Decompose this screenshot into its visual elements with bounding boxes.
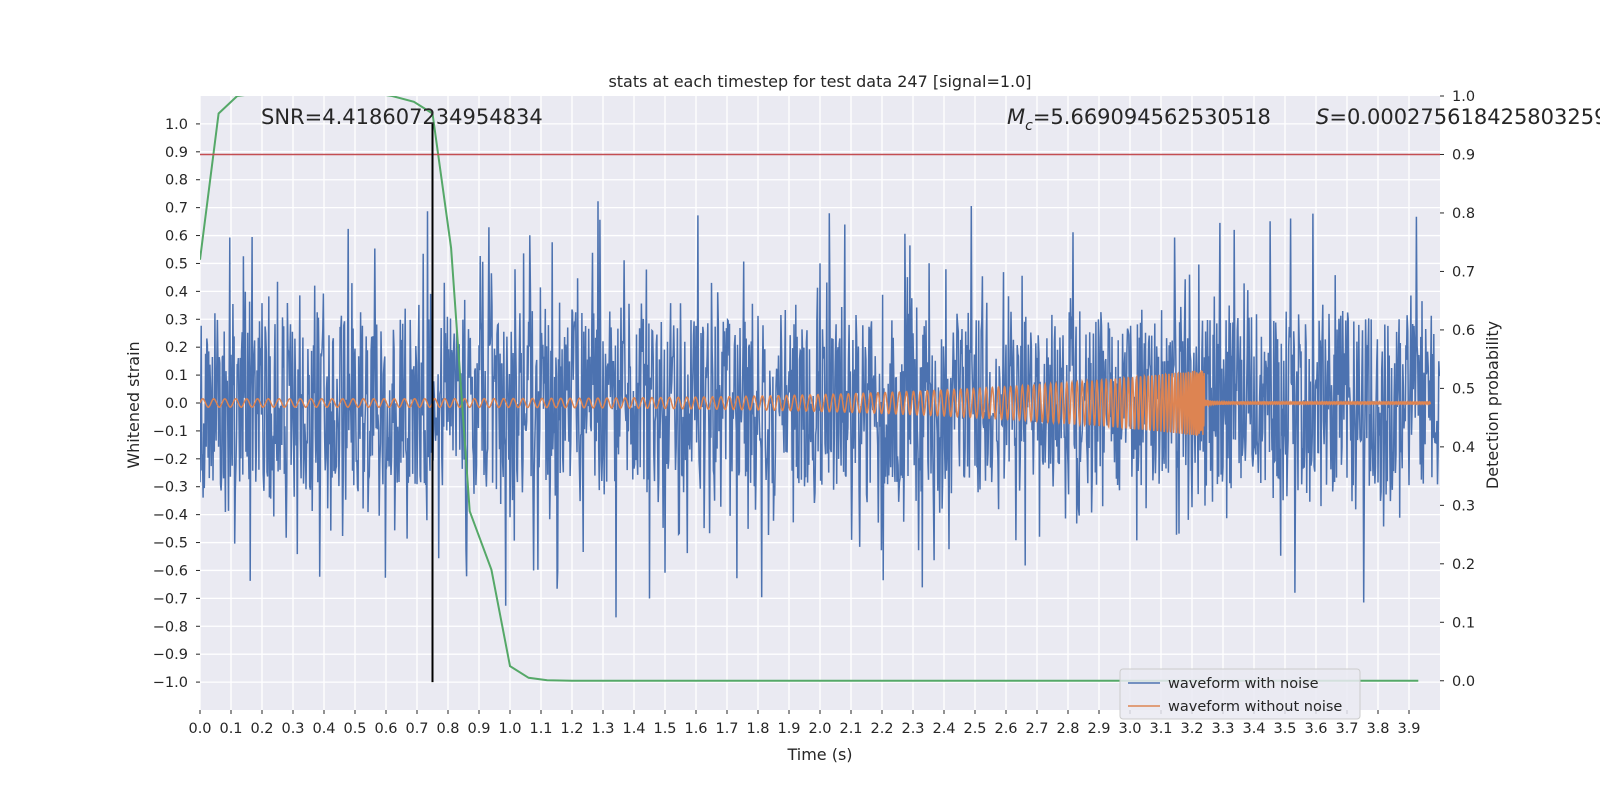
x-tick-label: 0.6: [374, 721, 397, 737]
snr-annotation: SNR=4.418607234954834: [261, 105, 543, 129]
x-tick-label: 2.6: [994, 721, 1017, 737]
legend-box: [1119, 668, 1361, 720]
x-tick-label: 0.8: [436, 721, 459, 737]
y-tick-label: −1.0: [153, 675, 188, 691]
y-tick-label: 0.4: [165, 284, 188, 300]
x-tick-label: 2.5: [963, 721, 986, 737]
x-tick-label: 1.4: [622, 721, 645, 737]
series-line-waveform-with-noise: [200, 201, 1440, 618]
y-tick-label: −0.7: [153, 591, 188, 607]
y-tick-label: −0.1: [153, 424, 188, 440]
y-axis-ticks: 1.0 0.9 0.8 0.7 0.6 0.5 0.4 0.3 0.2 0.1 0.0 −0.1 −0.…: [153, 117, 200, 691]
series-line-detection-probability: [200, 96, 1419, 682]
y-tick-label: 0.8: [165, 173, 188, 189]
y-tick-label: 0.7: [165, 201, 188, 217]
y-tick-label: −0.5: [153, 536, 188, 552]
y-tick-label: −0.8: [153, 619, 188, 635]
s-symbol: S: [1316, 105, 1329, 129]
x-tick-label: 1.3: [591, 721, 614, 737]
chirp-mass-symbol: M: [1007, 105, 1025, 129]
x-tick-label: 1.9: [777, 721, 800, 737]
x-tick-label: 3.9: [1397, 721, 1420, 737]
y2-axis-label: Detection probability: [1483, 321, 1502, 489]
chirp-mass-annotation: Mc=5.669094562530518: [1007, 105, 1271, 134]
x-tick-label: 3.7: [1335, 721, 1358, 737]
x-tick-label: 0.9: [467, 721, 490, 737]
y2-tick-label: 0.1: [1452, 615, 1475, 631]
x-tick-label: 0.2: [250, 721, 273, 737]
y2-tick-label: 0.4: [1452, 440, 1475, 456]
y2-tick-label: 1.0: [1452, 89, 1475, 105]
y-tick-label: 0.3: [165, 312, 188, 328]
x-axis-label: Time (s): [786, 745, 852, 764]
x-tick-label: 3.3: [1211, 721, 1234, 737]
x-tick-label: 1.6: [684, 721, 707, 737]
x-tick-label: 0.4: [312, 721, 335, 737]
s-annotation: S=0.00027561842580325953: [1316, 105, 1600, 129]
y-tick-label: −0.6: [153, 563, 188, 579]
chirp-mass-subscript: c: [1025, 118, 1033, 134]
series-line-waveform-without-noise: [200, 370, 1432, 436]
y2-tick-label: 0.0: [1452, 674, 1475, 690]
x-tick-label: 1.2: [560, 721, 583, 737]
y-tick-label: −0.2: [153, 452, 188, 468]
x-tick-label: 2.0: [808, 721, 831, 737]
y-tick-label: 0.9: [165, 145, 188, 161]
y2-tick-label: 0.6: [1452, 323, 1475, 339]
legend-label-waveform-with-noise: waveform with noise: [1168, 676, 1319, 692]
x-tick-label: 1.5: [653, 721, 676, 737]
y2-tick-label: 0.2: [1452, 557, 1475, 573]
y-tick-label: 0.5: [165, 256, 188, 272]
x-tick-label: 3.5: [1273, 721, 1296, 737]
x-tick-label: 2.8: [1056, 721, 1079, 737]
chirp-mass-value: =5.669094562530518: [1033, 105, 1271, 129]
x-tick-label: 2.4: [932, 721, 955, 737]
x-tick-label: 3.6: [1304, 721, 1327, 737]
y-tick-label: 0.1: [165, 368, 188, 384]
x-tick-label: 1.8: [746, 721, 769, 737]
x-tick-label: 2.9: [1087, 721, 1110, 737]
y2-tick-label: 0.9: [1452, 147, 1475, 163]
x-tick-label: 0.0: [188, 721, 211, 737]
y-tick-label: −0.9: [153, 647, 188, 663]
y-tick-label: 1.0: [165, 117, 188, 133]
x-tick-label: 0.7: [405, 721, 428, 737]
y2-tick-label: 0.5: [1452, 381, 1475, 397]
x-tick-label: 2.1: [839, 721, 862, 737]
x-tick-label: 1.0: [498, 721, 521, 737]
x-tick-label: 3.1: [1149, 721, 1172, 737]
y-tick-label: 0.0: [165, 396, 188, 412]
x-tick-label: 0.1: [219, 721, 242, 737]
chart-title: stats at each timestep for test data 247…: [608, 72, 1031, 91]
x-axis-ticks: 0.0 0.1 0.2 0.3 0.4 0.5 0.6 0.7 0.8 0.9 1.0 1.1 1.2 1…: [188, 710, 1421, 737]
y-axis-label: Whitened strain: [124, 341, 143, 468]
x-tick-label: 0.5: [343, 721, 366, 737]
legend: waveform with noise waveform without noi…: [1119, 668, 1361, 720]
x-tick-label: 2.3: [901, 721, 924, 737]
s-value: =0.00027561842580325953: [1329, 105, 1600, 129]
x-tick-label: 3.2: [1180, 721, 1203, 737]
y-tick-label: −0.4: [153, 508, 188, 524]
y-tick-label: 0.6: [165, 229, 188, 245]
y-tick-label: 0.2: [165, 340, 188, 356]
y-tick-label: −0.3: [153, 480, 188, 496]
x-tick-label: 1.1: [529, 721, 552, 737]
x-tick-label: 1.7: [715, 721, 738, 737]
y2-tick-label: 0.7: [1452, 264, 1475, 280]
x-tick-label: 3.0: [1118, 721, 1141, 737]
x-tick-label: 2.2: [870, 721, 893, 737]
x-tick-label: 0.3: [281, 721, 304, 737]
legend-label-waveform-without-noise: waveform without noise: [1168, 699, 1342, 715]
x-tick-label: 3.4: [1242, 721, 1265, 737]
x-tick-label: 2.7: [1025, 721, 1048, 737]
y2-tick-label: 0.3: [1452, 498, 1475, 514]
x-tick-label: 3.8: [1366, 721, 1389, 737]
y2-tick-label: 0.8: [1452, 206, 1475, 222]
y2-axis-ticks: 1.0 0.9 0.8 0.7 0.6 0.5 0.4 0.3 0.2 0.1 0.0: [1440, 89, 1475, 690]
